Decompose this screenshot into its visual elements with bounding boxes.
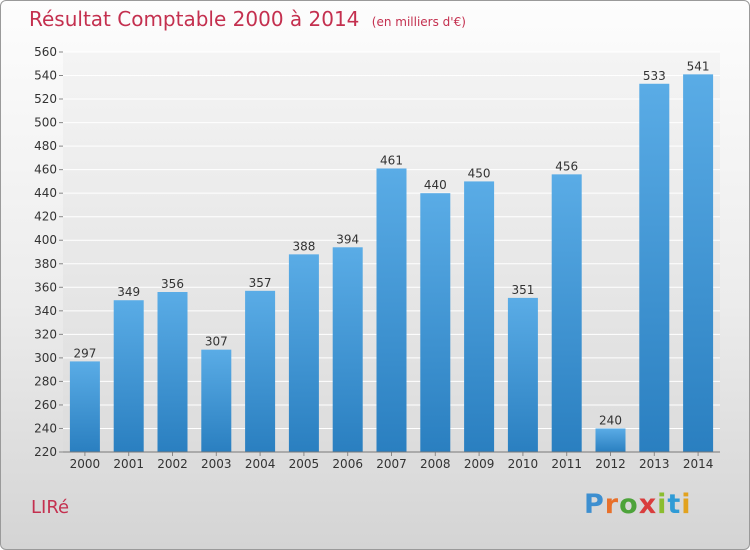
data-label: 356: [161, 277, 184, 291]
y-tick-label: 520: [34, 92, 57, 106]
y-tick-label: 280: [34, 374, 57, 388]
data-label: 533: [643, 69, 666, 83]
data-label: 349: [117, 285, 140, 299]
y-tick-label: 300: [34, 351, 57, 365]
y-tick-label: 340: [34, 304, 57, 318]
bar-2007[interactable]: [376, 168, 407, 452]
y-tick-label: 480: [34, 139, 57, 153]
x-tick-label: 2007: [376, 457, 407, 471]
data-label: 297: [73, 346, 96, 360]
x-tick-label: 2009: [464, 457, 495, 471]
y-tick-label: 380: [34, 257, 57, 271]
x-tick-label: 2012: [595, 457, 626, 471]
x-tick-label: 2004: [245, 457, 276, 471]
logo-letter: i: [681, 489, 692, 520]
y-tick-label: 440: [34, 186, 57, 200]
y-tick-label: 400: [34, 233, 57, 247]
data-label: 456: [555, 159, 578, 173]
bar-2006[interactable]: [332, 247, 363, 452]
y-tick-label: 540: [34, 69, 57, 83]
bars: [69, 74, 714, 453]
x-tick-label: 2005: [289, 457, 320, 471]
logo-letter: i: [657, 489, 668, 520]
data-label: 351: [511, 283, 534, 297]
chart-unit: (en milliers d'€): [371, 15, 466, 29]
bar-2003[interactable]: [201, 349, 232, 452]
data-label: 461: [380, 153, 403, 167]
y-axis: 220 240 260 280 300 320 340 360 380 400 420 440 460 4…: [34, 45, 63, 459]
data-label: 240: [599, 413, 622, 427]
x-tick-label: 2011: [551, 457, 582, 471]
bar-2010[interactable]: [507, 297, 538, 452]
x-tick-label: 2006: [332, 457, 363, 471]
proxiti-logo[interactable]: Proxiti: [584, 489, 692, 520]
data-label: 388: [292, 239, 315, 253]
bar-2012[interactable]: [595, 428, 626, 452]
data-label: 307: [205, 335, 228, 349]
x-tick-label: 2003: [201, 457, 232, 471]
y-tick-label: 320: [34, 327, 57, 341]
x-tick-label: 2008: [420, 457, 451, 471]
data-label: 394: [336, 232, 359, 246]
chart-title-text: Résultat Comptable 2000 à 2014: [29, 7, 360, 31]
bar-2002[interactable]: [157, 292, 188, 452]
commune-name: LIRé: [31, 497, 70, 518]
x-axis: 2000 2001 2002 2003 2004 2005 2006 2007 2008 2009…: [70, 452, 714, 471]
y-tick-label: 260: [34, 398, 57, 412]
bar-2005[interactable]: [288, 254, 319, 452]
logo-letter: x: [638, 489, 658, 520]
logo-letter: r: [604, 489, 620, 520]
x-tick-label: 2014: [683, 457, 714, 471]
data-labels: 297 349 356 307 357 388 394 461 440 450 351 456 240 5…: [73, 59, 709, 427]
x-tick-label: 2000: [70, 457, 101, 471]
y-tick-label: 420: [34, 210, 57, 224]
logo-letter: o: [619, 489, 639, 520]
bar-2014[interactable]: [683, 74, 714, 453]
y-tick-label: 240: [34, 421, 57, 435]
y-tick-label: 360: [34, 280, 57, 294]
bar-2011[interactable]: [551, 174, 582, 452]
bar-2008[interactable]: [420, 193, 451, 453]
y-tick-label: 220: [34, 445, 57, 459]
data-label: 357: [249, 276, 272, 290]
bar-2009[interactable]: [464, 181, 495, 453]
x-tick-label: 2002: [157, 457, 188, 471]
data-label: 450: [468, 166, 491, 180]
y-tick-label: 500: [34, 116, 57, 130]
y-tick-label: 560: [34, 45, 57, 59]
bar-2001[interactable]: [113, 300, 144, 452]
logo-letter: P: [584, 489, 605, 520]
bar-2004[interactable]: [245, 290, 276, 452]
bar-2000[interactable]: [69, 361, 100, 452]
chart-title: Résultat Comptable 2000 à 2014 (en milli…: [29, 7, 466, 31]
bar-2013[interactable]: [639, 83, 670, 452]
data-label: 541: [687, 59, 710, 73]
x-tick-label: 2013: [639, 457, 670, 471]
x-tick-label: 2001: [113, 457, 144, 471]
y-tick-label: 460: [34, 163, 57, 177]
logo-letter: t: [667, 489, 682, 520]
x-tick-label: 2010: [508, 457, 539, 471]
data-label: 440: [424, 178, 447, 192]
